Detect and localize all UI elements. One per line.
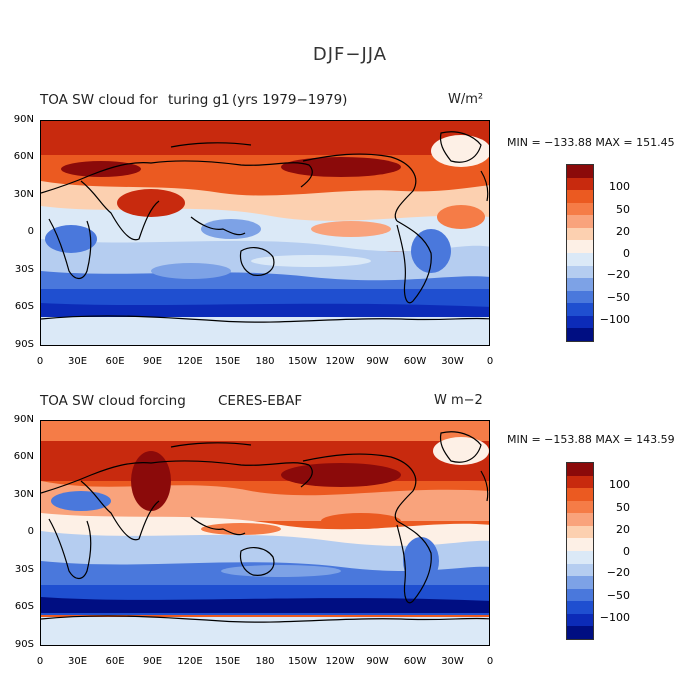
lat-tick-label: 90N (13, 114, 34, 125)
colorbar-swatch (567, 626, 593, 639)
lat-tick-label: 30N (13, 189, 34, 200)
colorbar-swatch (567, 588, 593, 602)
lon-tick-label: 150W (288, 356, 317, 367)
lat-tick-label: 60N (13, 151, 34, 162)
map-field (41, 421, 489, 645)
colorbar-swatch (567, 315, 593, 329)
lon-tick-label: 30E (67, 656, 88, 667)
colorbar-label: 100 (609, 180, 630, 193)
lon-tick-label: 120E (177, 356, 203, 367)
lon-tick-label: 60W (403, 356, 427, 367)
lat-tick-label: 0 (27, 226, 34, 237)
lon-tick-label: 120E (177, 656, 203, 667)
panel-case-name: turing g1 (168, 92, 230, 108)
colorbar-swatch (567, 328, 593, 341)
lon-tick-label: 0 (486, 656, 494, 667)
lat-tick-label: 30S (14, 264, 34, 275)
colorbar-label: 0 (623, 545, 630, 558)
colorbar-label: −100 (599, 611, 630, 624)
lat-tick-label: 90S (14, 639, 34, 650)
panel-case-name: CERES-EBAF (218, 393, 303, 409)
colorbar-swatch (567, 265, 593, 279)
lon-tick-label: 150W (288, 656, 317, 667)
lat-tick-label: 30N (13, 489, 34, 500)
colorbar-swatch (567, 513, 593, 526)
colorbar-label: 0 (623, 247, 630, 260)
colorbar-swatch (567, 550, 593, 564)
map-plot (40, 120, 490, 346)
colorbar-swatch (567, 290, 593, 304)
colorbar-swatch (567, 177, 593, 191)
lat-tick-label: 90S (14, 339, 34, 350)
lon-tick-label: 90W (366, 356, 389, 367)
colorbar-label: 50 (616, 501, 630, 514)
panel-title: TOA SW cloud forcing (40, 393, 186, 409)
panel-units: W m−2 (434, 393, 483, 408)
min-max-readout: MIN = −153.88 MAX = 143.59 (507, 433, 675, 446)
lat-tick-label: 0 (27, 526, 34, 537)
lon-tick-label: 60W (403, 656, 427, 667)
colorbar-swatch (567, 538, 593, 551)
lon-tick-label: 90E (142, 656, 163, 667)
lon-tick-label: 60E (105, 356, 125, 367)
colorbar-swatch (567, 576, 593, 589)
colorbar (566, 462, 594, 640)
lat-tick-label: 60N (13, 451, 34, 462)
lat-tick-label: 60S (14, 601, 34, 612)
lon-tick-label: 60E (105, 656, 125, 667)
lon-tick-label: 30W (441, 356, 464, 367)
colorbar-swatch (567, 303, 593, 316)
colorbar-label: −20 (606, 566, 630, 579)
colorbar-swatch (567, 165, 593, 178)
colorbar-swatch (567, 475, 593, 489)
map-plot (40, 420, 490, 646)
map-field (41, 121, 489, 345)
colorbar-swatch (567, 488, 593, 501)
colorbar-swatch (567, 227, 593, 241)
colorbar-swatch (567, 202, 593, 216)
colorbar-label: 20 (616, 523, 630, 536)
colorbar-swatch (567, 252, 593, 266)
colorbar-swatch (567, 215, 593, 228)
panel-years: (yrs 1979−1979) (232, 92, 348, 108)
lon-tick-label: 30E (67, 356, 88, 367)
lon-tick-label: 30W (441, 656, 464, 667)
colorbar-swatch (567, 278, 593, 291)
panel-title: TOA SW cloud for (40, 92, 158, 108)
colorbar-label: −100 (599, 313, 630, 326)
lat-tick-label: 90N (13, 414, 34, 425)
lon-tick-label: 180 (255, 356, 275, 367)
colorbar (566, 164, 594, 342)
lon-tick-label: 0 (36, 356, 44, 367)
colorbar-swatch (567, 190, 593, 203)
lon-tick-label: 90E (142, 356, 163, 367)
lon-tick-label: 180 (255, 656, 275, 667)
figure-title: DJF−JJA (312, 44, 388, 65)
colorbar-swatch (567, 240, 593, 253)
colorbar-label: −50 (606, 589, 630, 602)
panel-units: W/m² (448, 92, 484, 107)
colorbar-label: −20 (606, 268, 630, 281)
colorbar-swatch (567, 613, 593, 627)
lon-tick-label: 120W (325, 356, 355, 367)
colorbar-swatch (567, 601, 593, 614)
colorbar-swatch (567, 463, 593, 476)
lon-tick-label: 120W (325, 656, 355, 667)
colorbar-swatch (567, 500, 593, 514)
colorbar-label: 100 (609, 478, 630, 491)
lon-tick-label: 150E (214, 356, 241, 367)
lon-tick-label: 90W (366, 656, 389, 667)
lon-tick-label: 0 (36, 656, 44, 667)
colorbar-label: 20 (616, 225, 630, 238)
colorbar-swatch (567, 563, 593, 577)
min-max-readout: MIN = −133.88 MAX = 151.45 (507, 136, 675, 149)
colorbar-label: 50 (616, 203, 630, 216)
lat-tick-label: 30S (14, 564, 34, 575)
colorbar-label: −50 (606, 291, 630, 304)
colorbar-swatch (567, 525, 593, 539)
lon-tick-label: 0 (486, 356, 494, 367)
lat-tick-label: 60S (14, 301, 34, 312)
lon-tick-label: 150E (214, 656, 241, 667)
